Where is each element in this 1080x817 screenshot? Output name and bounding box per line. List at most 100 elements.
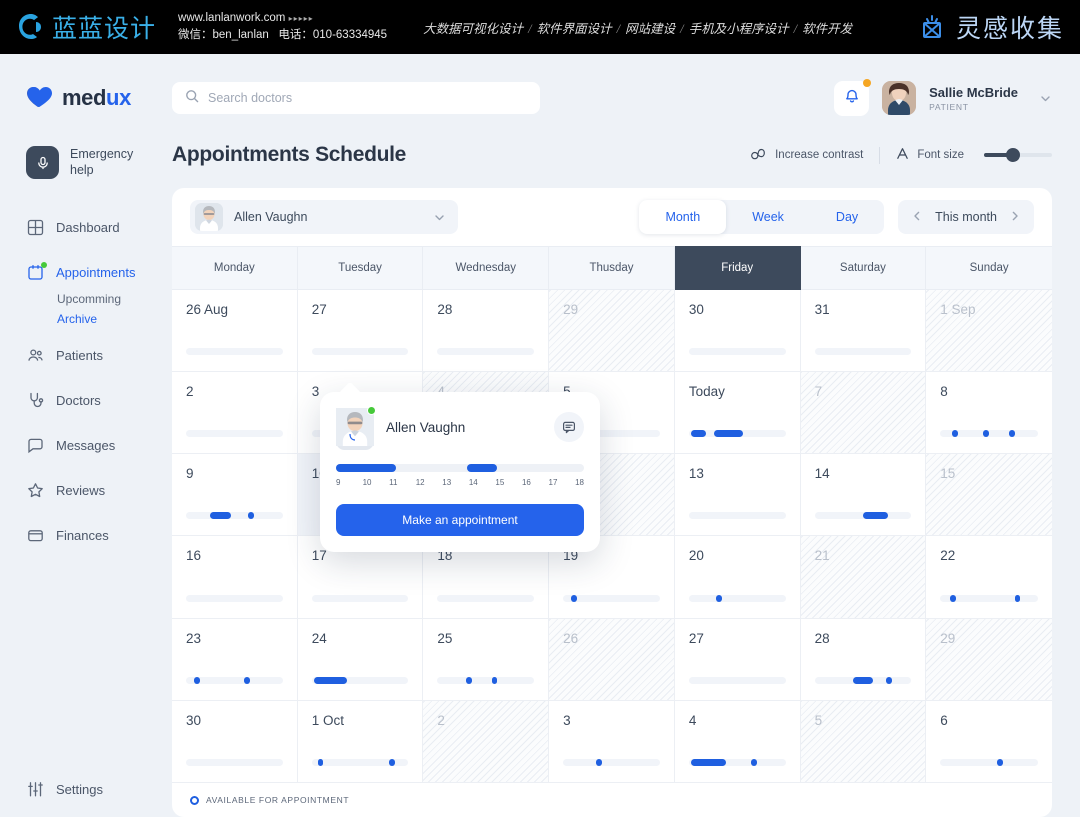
- calendar-day-cell[interactable]: 20: [674, 536, 801, 619]
- sidebar-subitem-upcomming[interactable]: Upcomming: [57, 292, 122, 306]
- calendar-day-cell[interactable]: 30: [172, 700, 298, 783]
- availability-segment[interactable]: [467, 464, 498, 472]
- availability-bar[interactable]: [311, 348, 409, 356]
- availability-bar[interactable]: [814, 512, 912, 520]
- calendar-day-cell[interactable]: 5: [800, 700, 927, 783]
- calendar-day-cell[interactable]: 3: [549, 700, 675, 783]
- appointment-slot[interactable]: [862, 512, 889, 520]
- sidebar-item-doctors[interactable]: Doctors: [0, 378, 172, 423]
- appointment-slot[interactable]: [244, 676, 250, 684]
- appointment-slot[interactable]: [690, 758, 726, 766]
- availability-bar[interactable]: [563, 594, 660, 602]
- calendar-day-cell[interactable]: 1 Sep: [926, 290, 1052, 373]
- calendar-day-cell[interactable]: 22: [926, 536, 1052, 619]
- availability-bar[interactable]: [814, 676, 912, 684]
- calendar-day-cell[interactable]: 6: [926, 700, 1052, 783]
- tab-month[interactable]: Month: [639, 200, 727, 234]
- calendar-day-cell[interactable]: 7: [800, 372, 927, 455]
- availability-bar[interactable]: [186, 758, 283, 766]
- make-appointment-button[interactable]: Make an appointment: [336, 504, 584, 536]
- calendar-day-cell[interactable]: 23: [172, 618, 298, 701]
- calendar-day-cell[interactable]: 9: [172, 454, 298, 537]
- search-box[interactable]: [172, 82, 540, 114]
- calendar-day-cell[interactable]: 28: [800, 618, 927, 701]
- calendar-day-cell[interactable]: 21: [800, 536, 927, 619]
- sidebar-item-settings[interactable]: Settings: [0, 761, 172, 817]
- availability-bar[interactable]: [940, 594, 1038, 602]
- calendar-day-cell[interactable]: 26 Aug: [172, 290, 298, 373]
- chevron-right-icon[interactable]: [1009, 210, 1021, 225]
- appointment-slot[interactable]: [950, 594, 956, 602]
- calendar-day-cell[interactable]: 1 Oct: [297, 700, 424, 783]
- calendar-day-cell[interactable]: 14: [800, 454, 927, 537]
- appointment-slot[interactable]: [983, 430, 990, 438]
- chevron-down-icon[interactable]: [1039, 92, 1052, 105]
- appointment-slot[interactable]: [750, 758, 757, 766]
- doctor-select[interactable]: Allen Vaughn: [190, 200, 458, 234]
- appointment-popup[interactable]: Allen Vaughn 9 10 11 12 13 14 15 16 17 18 Make an…: [320, 392, 600, 552]
- search-input[interactable]: [208, 91, 527, 105]
- appointment-slot[interactable]: [193, 676, 200, 684]
- chevron-left-icon[interactable]: [911, 210, 923, 225]
- appointment-slot[interactable]: [715, 594, 722, 602]
- availability-bar[interactable]: [311, 758, 409, 766]
- availability-bar[interactable]: [688, 676, 786, 684]
- sidebar-item-patients[interactable]: Patients: [0, 333, 172, 378]
- appointment-slot[interactable]: [389, 758, 395, 766]
- appointment-slot[interactable]: [996, 758, 1003, 766]
- user-avatar[interactable]: [882, 81, 917, 115]
- appointment-slot[interactable]: [466, 676, 473, 684]
- calendar-day-cell[interactable]: 26: [549, 618, 675, 701]
- availability-bar[interactable]: [186, 348, 283, 356]
- appointment-slot[interactable]: [690, 430, 707, 438]
- availability-track[interactable]: [336, 464, 584, 472]
- calendar-day-cell[interactable]: 4: [674, 700, 801, 783]
- period-label[interactable]: This month: [935, 210, 997, 224]
- increase-contrast-button[interactable]: Increase contrast: [751, 148, 863, 163]
- appointment-slot[interactable]: [1008, 430, 1015, 438]
- availability-bar[interactable]: [563, 430, 660, 438]
- calendar-day-cell[interactable]: 27: [297, 290, 424, 373]
- availability-bar[interactable]: [814, 348, 912, 356]
- appointment-slot[interactable]: [1014, 594, 1021, 602]
- calendar-day-cell[interactable]: 31: [800, 290, 927, 373]
- availability-bar[interactable]: [186, 430, 283, 438]
- sidebar-subitem-archive[interactable]: Archive: [57, 312, 98, 326]
- availability-bar[interactable]: [186, 676, 283, 684]
- availability-bar[interactable]: [688, 758, 786, 766]
- tab-day[interactable]: Day: [835, 210, 859, 224]
- message-icon[interactable]: [554, 412, 584, 442]
- sidebar-item-messages[interactable]: Messages: [0, 423, 172, 468]
- calendar-day-cell[interactable]: 27: [674, 618, 801, 701]
- calendar-day-cell[interactable]: 8: [926, 372, 1052, 455]
- appointment-slot[interactable]: [570, 594, 577, 602]
- appointment-slot[interactable]: [853, 676, 873, 684]
- availability-bar[interactable]: [437, 594, 535, 602]
- calendar-day-cell[interactable]: 24: [297, 618, 424, 701]
- calendar-day-cell[interactable]: 29: [926, 618, 1052, 701]
- appointment-slot[interactable]: [596, 758, 602, 766]
- appointment-slot[interactable]: [317, 758, 324, 766]
- availability-bar[interactable]: [688, 430, 786, 438]
- font-size-slider[interactable]: [984, 148, 1052, 162]
- calendar-day-cell[interactable]: 2: [172, 372, 298, 455]
- calendar-day-cell[interactable]: 30: [674, 290, 801, 373]
- availability-segment[interactable]: [336, 464, 396, 472]
- availability-bar[interactable]: [311, 676, 409, 684]
- availability-bar[interactable]: [688, 512, 786, 520]
- calendar-day-cell[interactable]: Today: [674, 372, 801, 455]
- availability-bar[interactable]: [186, 594, 283, 602]
- sidebar-item-appointments[interactable]: Appointments: [0, 250, 172, 295]
- appointment-slot[interactable]: [247, 512, 254, 520]
- availability-bar[interactable]: [437, 676, 535, 684]
- availability-bar[interactable]: [186, 512, 283, 520]
- appointment-slot[interactable]: [952, 430, 958, 438]
- brand-logo[interactable]: medux: [0, 80, 172, 116]
- notifications-button[interactable]: [834, 78, 872, 116]
- calendar-day-cell[interactable]: 2: [423, 700, 550, 783]
- font-size-control[interactable]: Font size: [896, 147, 1052, 163]
- emergency-help-button[interactable]: Emergency help: [0, 146, 172, 179]
- appointment-slot[interactable]: [210, 512, 232, 520]
- tab-week[interactable]: Week: [752, 210, 784, 224]
- appointment-slot[interactable]: [313, 676, 347, 684]
